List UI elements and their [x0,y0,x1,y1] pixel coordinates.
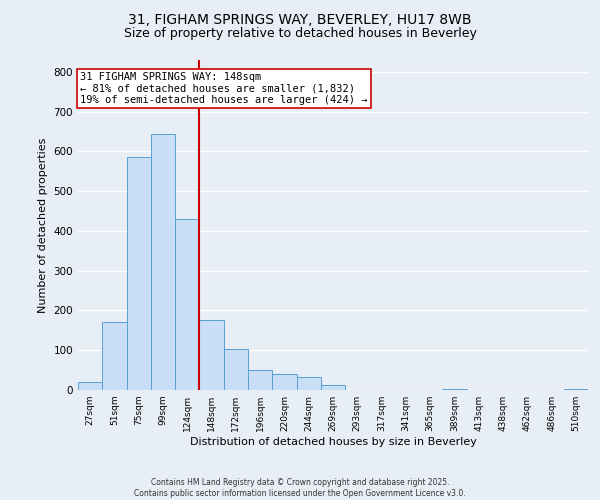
Bar [321,385,345,390]
Bar [151,134,175,390]
Text: Size of property relative to detached houses in Beverley: Size of property relative to detached ho… [124,28,476,40]
Bar [102,322,127,390]
Bar [224,350,248,390]
Bar [272,374,296,390]
Text: 31, FIGHAM SPRINGS WAY, BEVERLEY, HU17 8WB: 31, FIGHAM SPRINGS WAY, BEVERLEY, HU17 8… [128,12,472,26]
Bar [127,158,151,390]
Bar [199,320,224,390]
Bar [296,377,321,390]
Y-axis label: Number of detached properties: Number of detached properties [38,138,48,312]
Bar [175,219,199,390]
Text: 31 FIGHAM SPRINGS WAY: 148sqm
← 81% of detached houses are smaller (1,832)
19% o: 31 FIGHAM SPRINGS WAY: 148sqm ← 81% of d… [80,72,368,105]
Bar [442,389,467,390]
Bar [248,370,272,390]
Text: Contains HM Land Registry data © Crown copyright and database right 2025.
Contai: Contains HM Land Registry data © Crown c… [134,478,466,498]
Bar [78,382,102,390]
Bar [564,389,588,390]
X-axis label: Distribution of detached houses by size in Beverley: Distribution of detached houses by size … [190,437,476,447]
